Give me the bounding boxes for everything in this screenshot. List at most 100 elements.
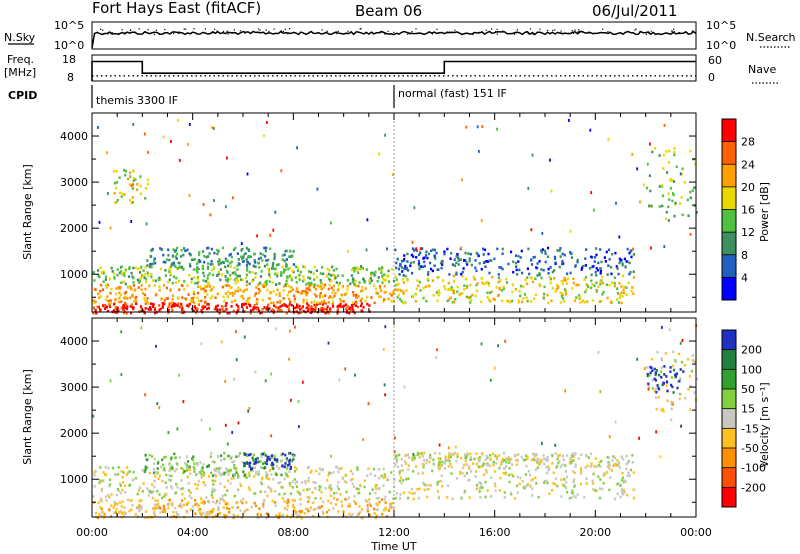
heatmap-cell	[352, 294, 355, 297]
heatmap-cell	[92, 271, 96, 274]
heatmap-cell	[280, 169, 283, 173]
heatmap-cell	[206, 277, 209, 280]
heatmap-cell	[286, 498, 290, 502]
heatmap-cell	[645, 186, 649, 190]
heatmap-cell	[117, 489, 120, 493]
heatmap-cell	[383, 298, 386, 301]
heatmap-cell	[678, 397, 681, 401]
heatmap-cell	[636, 167, 639, 171]
heatmap-cell	[625, 454, 628, 458]
heatmap-cell	[159, 307, 162, 311]
heatmap-cell	[124, 484, 127, 488]
heatmap-cell	[459, 472, 462, 475]
heatmap-cell	[329, 488, 332, 492]
heatmap-cell	[202, 500, 205, 503]
nsearch-point	[384, 33, 386, 35]
heatmap-cell	[224, 503, 228, 506]
heatmap-cell	[180, 302, 183, 306]
heatmap-cell	[236, 278, 239, 281]
heatmap-cell	[212, 286, 215, 289]
heatmap-cell	[484, 480, 487, 484]
heatmap-cell	[529, 473, 532, 477]
heatmap-cell	[218, 259, 221, 263]
nsearch-point	[472, 33, 474, 36]
heatmap-cell	[540, 276, 543, 280]
heatmap-cell	[616, 459, 619, 462]
heatmap-cell	[342, 476, 345, 480]
heatmap-cell	[209, 289, 212, 292]
heatmap-cell	[140, 505, 143, 509]
heatmap-cell	[349, 308, 352, 312]
nsearch-point	[265, 29, 267, 31]
heatmap-cell	[251, 456, 254, 460]
heatmap-cell	[173, 452, 176, 456]
heatmap-cell	[534, 277, 537, 280]
heatmap-cell	[385, 508, 388, 511]
heatmap-cell	[290, 286, 293, 289]
heatmap-cell	[212, 500, 215, 504]
heatmap-cell	[288, 302, 291, 306]
heatmap-cell	[337, 470, 340, 474]
heatmap-cell	[289, 492, 293, 495]
heatmap-cell	[455, 255, 458, 258]
heatmap-cell	[201, 466, 204, 470]
heatmap-cell	[651, 378, 654, 382]
heatmap-cell	[124, 282, 127, 286]
heatmap-cell	[643, 183, 645, 187]
heatmap-cell	[590, 463, 593, 467]
heatmap-cell	[197, 280, 200, 284]
heatmap-cell	[488, 464, 492, 468]
heatmap-cell	[360, 297, 363, 301]
heatmap-cell	[152, 511, 155, 515]
heatmap-cell	[266, 288, 269, 292]
heatmap-cell	[202, 474, 206, 477]
heatmap-cell	[178, 288, 181, 292]
heatmap-cell	[472, 275, 475, 279]
heatmap-cell	[673, 147, 676, 150]
heatmap-cell	[235, 303, 238, 307]
heatmap-cell	[434, 451, 437, 455]
heatmap-cell	[530, 458, 533, 462]
heatmap-cell	[597, 463, 600, 467]
heatmap-cell	[226, 312, 229, 315]
colorbar-tick-label: 24	[741, 158, 755, 171]
heatmap-cell	[421, 471, 424, 475]
heatmap-cell	[107, 493, 110, 497]
heatmap-cell	[248, 465, 251, 468]
heatmap-cell	[221, 308, 224, 311]
heatmap-cell	[631, 460, 634, 464]
heatmap-cell	[306, 507, 309, 511]
y-tick-label: 4000	[60, 335, 88, 348]
heatmap-cell	[439, 261, 443, 265]
heatmap-cell	[113, 192, 116, 195]
heatmap-cell	[276, 272, 279, 275]
heatmap-cell	[237, 421, 240, 425]
heatmap-cell	[485, 455, 488, 458]
heatmap-cell	[312, 272, 315, 276]
heatmap-cell	[382, 467, 385, 471]
heatmap-cell	[665, 380, 669, 384]
heatmap-cell	[588, 267, 592, 270]
heatmap-cell	[670, 407, 673, 411]
heatmap-cell	[390, 299, 393, 303]
heatmap-cell	[223, 485, 226, 489]
heatmap-cell	[658, 185, 661, 188]
heatmap-cell	[363, 479, 366, 483]
heatmap-cell	[270, 489, 273, 493]
heatmap-cell	[208, 282, 211, 285]
heatmap-cell	[441, 263, 444, 266]
heatmap-cell	[542, 297, 545, 300]
heatmap-cell	[672, 402, 674, 406]
heatmap-cell	[308, 509, 311, 512]
heatmap-cell	[193, 305, 196, 308]
nsearch-point	[409, 33, 411, 35]
heatmap-cell	[413, 206, 416, 210]
heatmap-cell	[103, 304, 106, 307]
heatmap-cell	[121, 500, 124, 503]
heatmap-cell	[192, 455, 195, 458]
heatmap-cell	[190, 277, 193, 281]
heatmap-cell	[158, 474, 161, 477]
heatmap-cell	[243, 464, 246, 467]
heatmap-cell	[608, 258, 611, 261]
colorbar-band	[722, 232, 736, 256]
